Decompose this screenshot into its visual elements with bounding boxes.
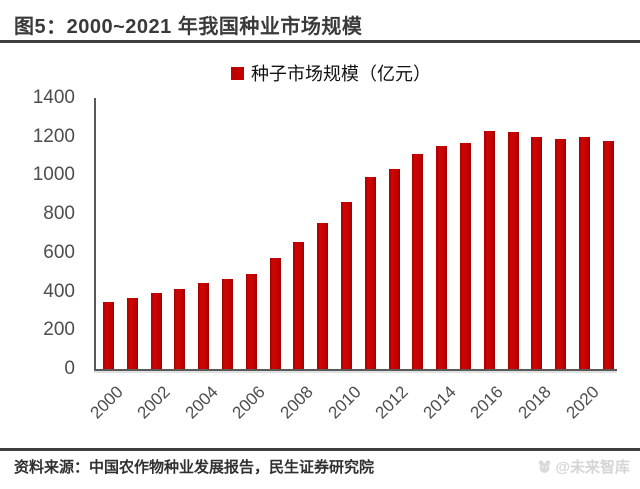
bar-2000 <box>103 302 114 369</box>
chart-legend: 种子市场规模（亿元） <box>11 60 640 86</box>
bar-2011 <box>364 177 376 369</box>
y-axis-tick-label: 600 <box>43 241 75 263</box>
bar-2001 <box>126 298 138 369</box>
y-axis-line <box>94 98 96 371</box>
bar-2008 <box>293 242 305 369</box>
bar-2020 <box>579 137 590 369</box>
bar-2021 <box>602 141 614 369</box>
bar-2012 <box>388 169 400 369</box>
bar-2016 <box>483 131 495 369</box>
y-axis-tick-label: 1000 <box>32 164 75 186</box>
y-axis-tick-label: 200 <box>43 319 75 341</box>
bar-2005 <box>222 279 233 369</box>
y-axis-tick-label: 0 <box>64 358 75 379</box>
source-note: 资料来源：中国农作物种业发展报告，民生证券研究院 <box>14 459 375 476</box>
page-title: 图5：2000~2021 年我国种业市场规模 <box>14 16 363 38</box>
bar-2009 <box>317 223 329 369</box>
bar-2010 <box>341 202 352 369</box>
y-axis-tick-label: 1200 <box>32 125 75 147</box>
bar-2015 <box>460 143 471 369</box>
title-divider <box>0 40 640 43</box>
x-axis-line <box>94 369 617 371</box>
watermark-label: @未来智库 <box>555 459 630 476</box>
bar-2006 <box>245 274 257 369</box>
weilai-zhiku-logo-icon <box>537 459 552 474</box>
y-axis-tick-label: 1400 <box>32 87 75 108</box>
y-axis-tick-label: 800 <box>43 203 75 225</box>
bar-2002 <box>150 293 162 369</box>
footer-divider <box>0 448 640 451</box>
bar-2018 <box>531 137 543 369</box>
bar-2007 <box>269 258 281 369</box>
bar-2017 <box>507 132 519 369</box>
legend-swatch-icon <box>231 66 244 80</box>
bar-2003 <box>174 289 186 369</box>
watermark: @未来智库 <box>537 456 630 477</box>
bar-2013 <box>412 154 424 369</box>
bar-2019 <box>555 139 567 369</box>
bar-2004 <box>198 283 210 369</box>
y-axis-tick-label: 400 <box>43 280 75 302</box>
legend-label: 种子市场规模（亿元） <box>251 64 431 84</box>
bar-2014 <box>436 146 448 369</box>
